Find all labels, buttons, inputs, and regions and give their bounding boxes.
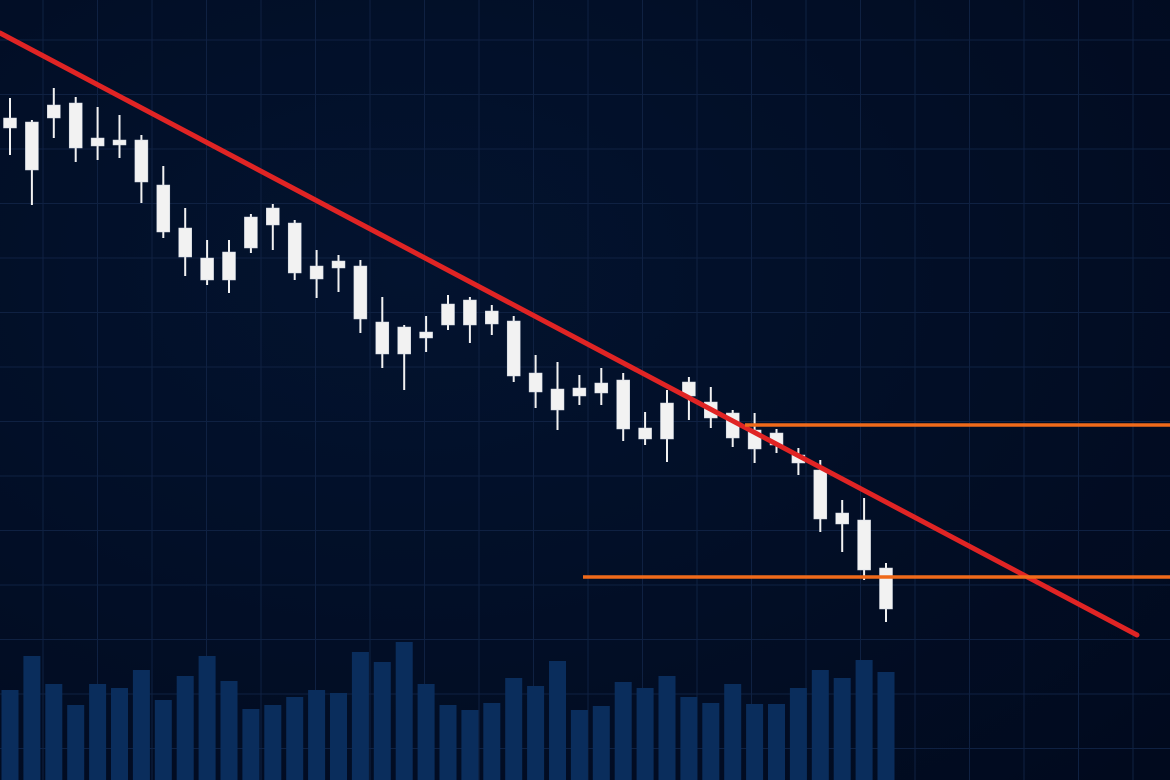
volume-bar: [746, 704, 764, 780]
candle-body: [879, 567, 893, 610]
volume-bar: [417, 684, 435, 780]
candle-body: [638, 427, 652, 440]
volume-bar: [242, 709, 260, 780]
volume-bar: [833, 678, 851, 780]
volume-bar: [636, 688, 654, 780]
volume-bar: [132, 670, 150, 780]
candle-body: [3, 117, 17, 129]
volume-bar: [373, 662, 391, 780]
volume-bar: [461, 710, 479, 780]
candle-body: [112, 139, 127, 146]
trend-line: [0, 30, 1140, 638]
volume-bar: [724, 684, 742, 780]
volume-bar: [789, 688, 807, 780]
candle-body: [375, 321, 390, 355]
volume-bar: [89, 684, 107, 780]
candle-body: [441, 303, 455, 326]
candle-body: [244, 216, 258, 249]
candle-body: [857, 519, 871, 571]
volume-bar: [549, 661, 566, 780]
volume-bar: [67, 705, 85, 780]
candle-body: [835, 512, 849, 525]
volume-bar: [286, 697, 304, 780]
volume-bar: [395, 642, 413, 780]
volume-bar: [351, 652, 369, 780]
volume-bar: [23, 656, 41, 780]
candle-body: [309, 265, 324, 280]
volume-bar: [855, 660, 873, 780]
candle-body: [68, 102, 83, 149]
volume-bar: [176, 676, 194, 780]
volume-bar: [198, 656, 216, 780]
volume-bar: [483, 703, 501, 780]
volume-bar: [439, 705, 457, 780]
candle-body: [506, 320, 521, 377]
candle-body: [90, 137, 105, 147]
volume-bar: [45, 684, 63, 780]
volume-bar: [768, 704, 785, 780]
volume-bar: [811, 670, 829, 780]
volume-bar: [1, 690, 19, 780]
candle-body: [222, 251, 236, 281]
candle-body: [463, 299, 477, 326]
candle-body: [134, 139, 149, 183]
candle-body: [47, 104, 61, 119]
candle-body: [25, 121, 39, 171]
candle-body: [200, 257, 214, 281]
candle-body: [572, 387, 587, 397]
candle-body: [550, 388, 565, 411]
candle-body: [594, 382, 609, 394]
volume-bar: [614, 682, 632, 780]
volume-bar: [592, 706, 610, 780]
candle-body: [397, 326, 411, 355]
volume-bar: [570, 710, 588, 780]
volume-bar: [702, 703, 720, 780]
volume-bar: [111, 688, 128, 780]
candle-body: [419, 331, 433, 339]
volume-bar: [877, 672, 895, 780]
volume-bar: [308, 690, 326, 780]
volume-bar: [154, 700, 172, 780]
volume-bar: [527, 686, 545, 780]
candle-body: [660, 402, 674, 440]
volume-bar: [330, 693, 347, 780]
candle-body: [287, 222, 302, 274]
candle-body: [813, 469, 828, 520]
candle-body: [178, 227, 192, 258]
volume-bar: [658, 676, 676, 780]
volume-bar: [220, 681, 238, 780]
volume-bar: [505, 678, 523, 780]
candle-body: [528, 372, 543, 393]
candle-body: [353, 265, 368, 320]
candle-body: [266, 207, 280, 226]
volume-bar: [680, 697, 698, 780]
volume-bar: [264, 705, 282, 780]
candle-body: [331, 260, 346, 269]
candle-body: [616, 379, 630, 430]
candle-body: [485, 310, 499, 325]
candle-body: [156, 184, 171, 233]
